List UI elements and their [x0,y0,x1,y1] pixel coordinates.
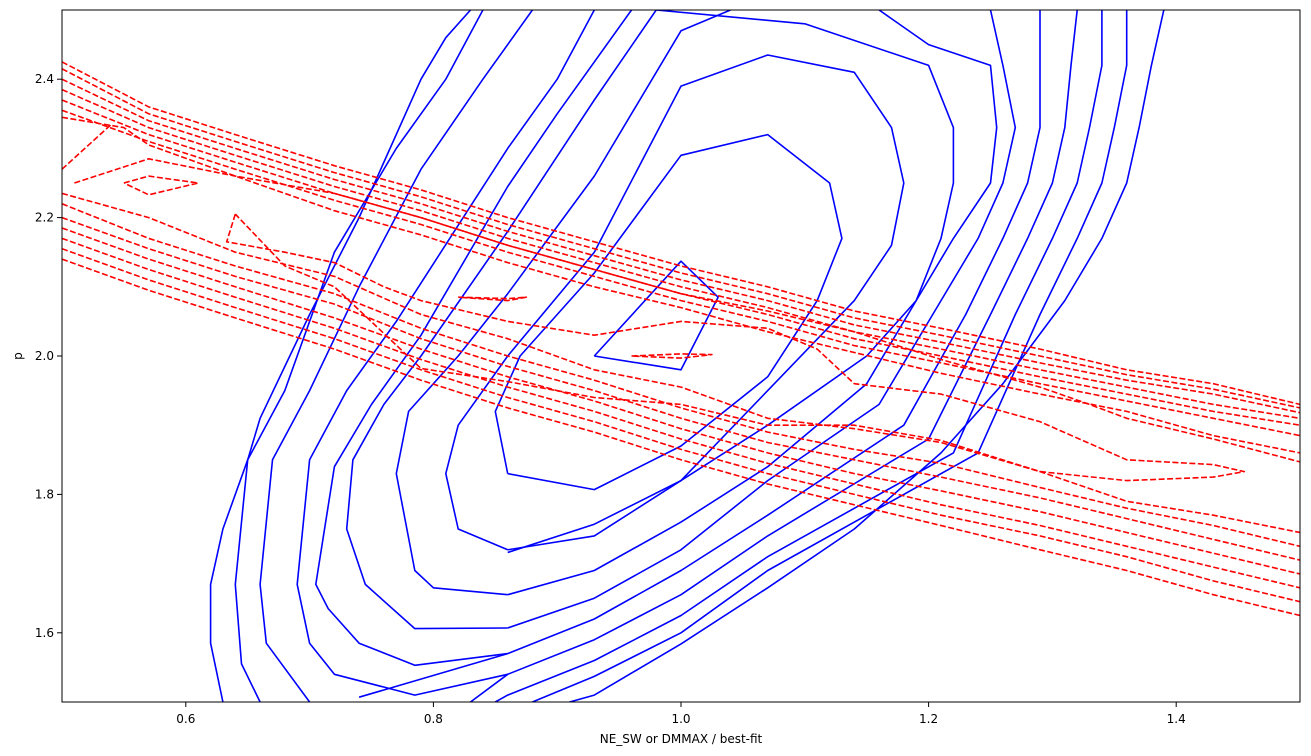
blue-solid-contour-2 [444,54,905,551]
red-dashed-contour-2 [62,78,1300,414]
red-dashed-contour-10 [225,213,1246,482]
red-dashed-contour-5 [62,109,1300,437]
red-dashed-contour-7 [62,123,113,170]
red-dashed-contour-9 [123,175,199,196]
red-dashed-contour-11 [458,296,528,302]
red-dashed-contour-17 [62,237,1300,589]
blue-solid-contour-15 [494,10,1103,702]
red-dashed-contour-18 [62,247,1300,603]
blue-solid-contour-10 [507,10,955,554]
y-tick-label: 2.4 [35,72,54,86]
red-dashed-contour-0 [62,61,1300,406]
blue-solid-contour-5 [314,10,633,667]
x-tick-label: 1.4 [1167,712,1186,726]
red-dashed-contour-3 [62,88,1300,420]
red-dashed-contour-14 [62,203,1300,548]
plot-background [62,10,1300,702]
red-dashed-contour-16 [62,227,1300,575]
blue-solid-contour-16 [532,10,1128,702]
y-tick-label: 2.2 [35,211,54,225]
x-tick-label: 0.8 [424,712,443,726]
x-tick-label: 1.2 [919,712,938,726]
blue-solid-contour-17 [569,10,1165,702]
blue-solid-contour-9 [209,10,472,702]
blue-solid-contour-1 [494,133,843,491]
red-dashed-contour-13 [62,192,1300,534]
red-dashed-contour-8 [74,158,1300,463]
red-dashed-contour-15 [62,216,1300,561]
x-tick-label: 1.0 [671,712,690,726]
x-tick-label: 0.6 [176,712,195,726]
y-axis-ticks: 1.6 1.8 2.0 2.2 2.4 [35,72,62,640]
blue-solid-contour-7 [259,10,534,702]
x-axis-ticks: 0.6 0.8 1.0 1.2 1.4 [176,702,1186,726]
y-tick-label: 1.8 [35,487,54,501]
contour-lines [62,10,1300,702]
blue-solid-contour-4 [345,10,657,630]
blue-solid-contour-6 [296,10,596,696]
red-dashed-contour-4 [62,99,1300,426]
red-dashed-contour-6 [62,116,1300,454]
red-dashed-contour-19 [62,258,1300,617]
blue-solid-contour-11 [507,10,998,596]
red-dashed-contour-12 [631,353,713,359]
blue-solid-contour-12 [507,10,1017,629]
x-axis-label: NE_SW or DMMAX / best-fit [600,732,763,746]
y-tick-label: 2.0 [35,349,54,363]
y-axis-label: p [11,352,25,360]
blue-solid-contour-8 [234,10,484,702]
y-tick-label: 1.6 [35,626,54,640]
blue-solid-contour-13 [358,10,1041,698]
red-dashed-contour-1 [62,68,1300,409]
